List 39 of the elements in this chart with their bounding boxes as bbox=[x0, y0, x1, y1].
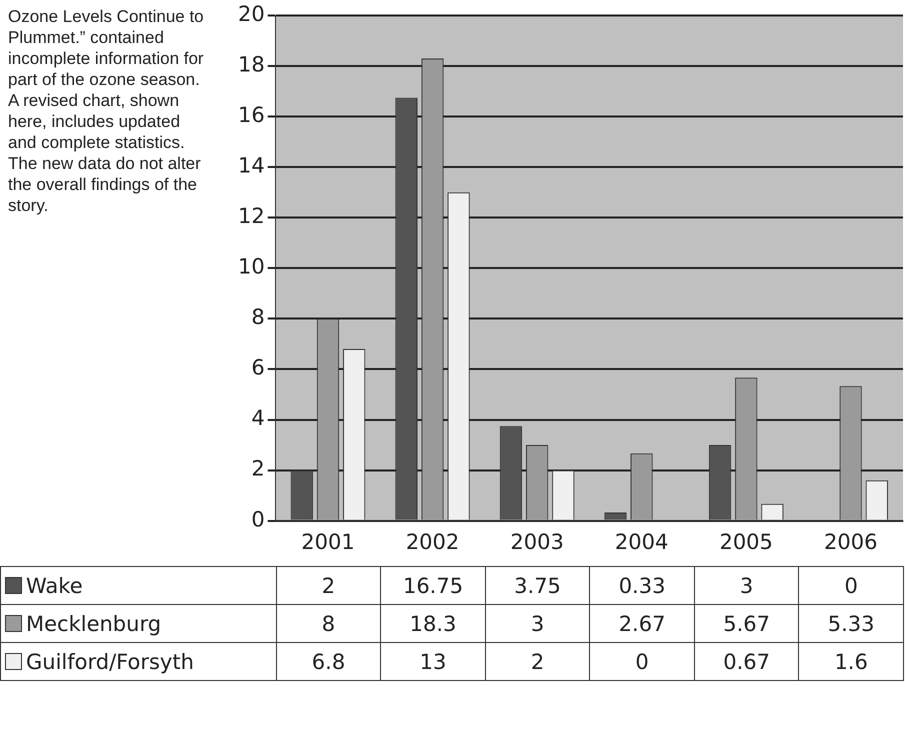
data-label: 3.75 bbox=[485, 566, 590, 604]
y-tick-label: 2 bbox=[251, 456, 265, 481]
legend-label: Wake bbox=[0, 566, 276, 604]
data-label: 6.8 bbox=[276, 642, 381, 680]
data-label: 16.75 bbox=[380, 566, 486, 604]
data-label: 0.33 bbox=[590, 566, 694, 604]
legend-label: Guilford/Forsyth bbox=[0, 642, 276, 680]
data-label: 0 bbox=[590, 642, 694, 680]
y-tick-label: 20 bbox=[238, 2, 265, 26]
text: Ozone Levels Continue to Plummet.” contained incomplete information for part of the ozone season. A revised chart, shown here, includes updated and complete statistics. The new data do not alter the overall findings of the story. bbox=[8, 7, 204, 215]
x-tick-label: 2006 bbox=[824, 530, 878, 554]
x-tick-label: 2005 bbox=[719, 530, 773, 554]
y-tick-label: 10 bbox=[238, 254, 265, 279]
y-tick-label: 8 bbox=[251, 305, 265, 330]
data-label: 5.33 bbox=[798, 604, 904, 642]
y-tick-label: 6 bbox=[251, 356, 265, 380]
data-label: 5.67 bbox=[694, 604, 799, 642]
y-tick-label: 18 bbox=[238, 52, 265, 77]
y-tick-label: 4 bbox=[251, 406, 265, 430]
data-label: 8 bbox=[276, 604, 381, 642]
data-label: 3 bbox=[694, 566, 799, 604]
x-tick-label: 2003 bbox=[510, 530, 564, 554]
y-tick-label: 16 bbox=[238, 103, 265, 128]
data-label: 2 bbox=[485, 642, 590, 680]
data-label: 0.67 bbox=[694, 642, 799, 680]
data-label: 3 bbox=[485, 604, 590, 642]
x-tick-label: 2004 bbox=[614, 530, 668, 554]
y-tick-label: 0 bbox=[251, 507, 265, 532]
data-label: 2 bbox=[276, 566, 381, 604]
data-label: 2.67 bbox=[590, 604, 694, 642]
y-tick-label: 14 bbox=[238, 154, 265, 178]
data-label: 13 bbox=[380, 642, 486, 680]
data-label: 1.6 bbox=[798, 642, 904, 680]
x-tick-label: 2001 bbox=[301, 530, 355, 554]
legend-label: Mecklenburg bbox=[0, 604, 276, 642]
data-label: 0 bbox=[798, 566, 904, 604]
x-tick-label: 2002 bbox=[406, 530, 460, 554]
y-tick-label: 12 bbox=[238, 204, 265, 228]
data-label: 18.3 bbox=[380, 604, 486, 642]
